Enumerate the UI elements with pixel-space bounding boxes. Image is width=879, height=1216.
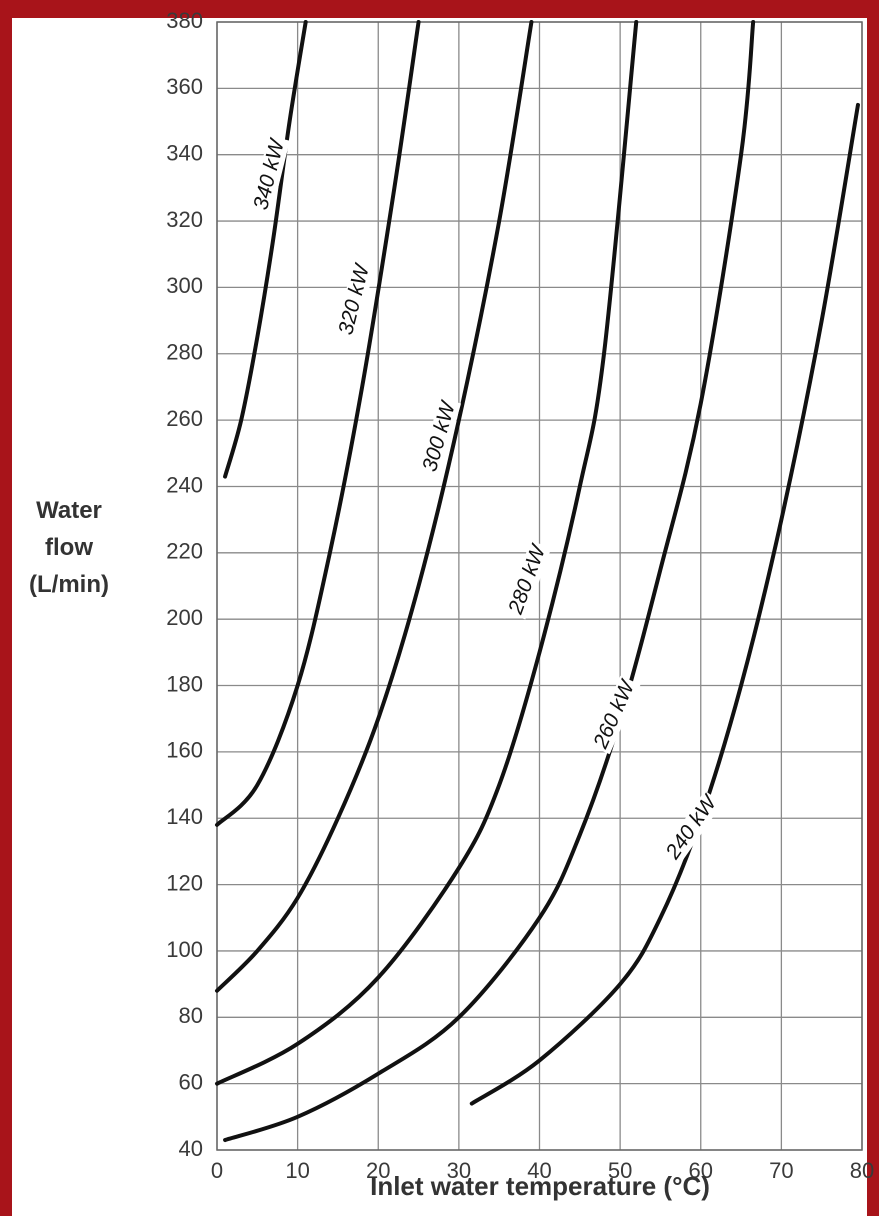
y-tick-label: 260 — [166, 406, 203, 431]
curve-label: 280 kW — [504, 540, 551, 618]
y-tick-label: 80 — [179, 1003, 203, 1028]
y-tick-label: 220 — [166, 539, 203, 564]
curve — [225, 22, 306, 477]
y-tick-label: 200 — [166, 605, 203, 630]
y-tick-label: 280 — [166, 340, 203, 365]
y-tick-label: 320 — [166, 207, 203, 232]
y-tick-label: 240 — [166, 472, 203, 497]
x-tick-label: 10 — [285, 1158, 309, 1183]
y-tick-label: 120 — [166, 870, 203, 895]
curve-label: 260 kW — [589, 675, 640, 752]
curve — [225, 22, 753, 1140]
y-tick-label: 340 — [166, 141, 203, 166]
page: {"chart_data": { "type": "line", "x_labe… — [0, 0, 879, 1216]
y-axis-title: Water flow (L/min) — [4, 492, 134, 604]
y-tick-label: 60 — [179, 1069, 203, 1094]
chart: 4060801001201401601802002202402602803003… — [0, 0, 879, 1216]
x-tick-label: 70 — [769, 1158, 793, 1183]
y-tick-label: 40 — [179, 1136, 203, 1161]
y-tick-label: 160 — [166, 738, 203, 763]
y-tick-label: 300 — [166, 273, 203, 298]
curve — [217, 22, 419, 825]
y-tick-label: 360 — [166, 74, 203, 99]
x-tick-label: 0 — [211, 1158, 223, 1183]
y-tick-label: 140 — [166, 804, 203, 829]
y-tick-label: 100 — [166, 937, 203, 962]
x-tick-label: 80 — [850, 1158, 874, 1183]
y-tick-label: 380 — [166, 8, 203, 33]
x-axis-title: Inlet water temperature (°C) — [370, 1171, 710, 1201]
y-tick-label: 180 — [166, 671, 203, 696]
curve-label: 320 kW — [334, 260, 374, 337]
curve-label: 240 kW — [661, 790, 722, 864]
